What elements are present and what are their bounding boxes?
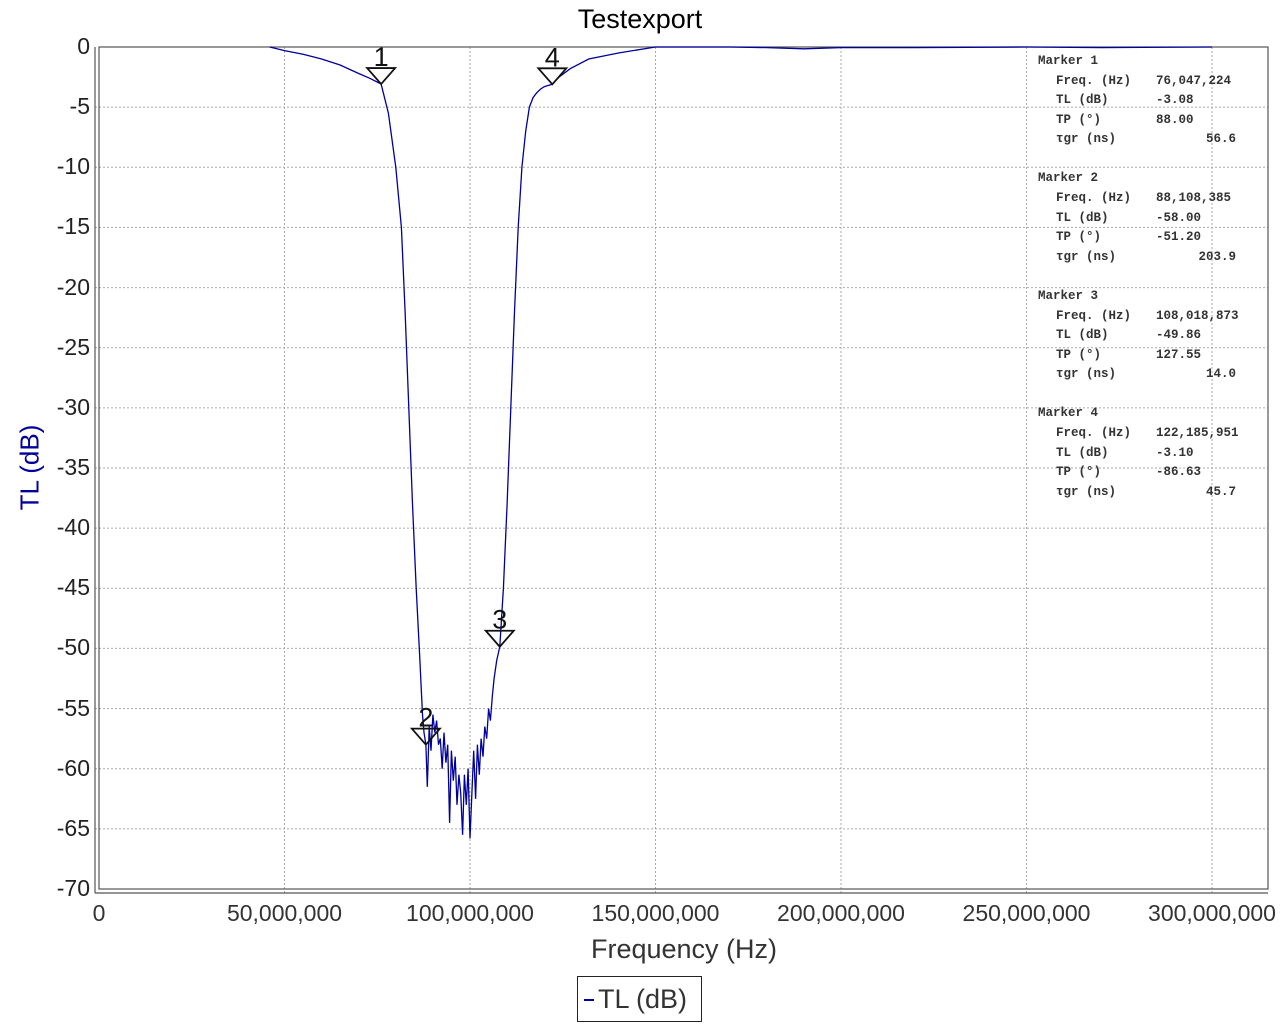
tgr-label: τgr (ns) xyxy=(1056,367,1117,382)
freq-label: Freq. (Hz) xyxy=(1056,191,1132,206)
freq-label: Freq. (Hz) xyxy=(1056,426,1132,440)
y-tick-label: -20 xyxy=(56,273,90,300)
tp-value: -51.20 xyxy=(1156,230,1202,245)
x-tick-label: 250,000,000 xyxy=(962,900,1091,926)
freq-value: 76,047,224 xyxy=(1156,73,1232,88)
freq-value: 108,018,873 xyxy=(1156,308,1239,323)
freq-value: 88,108,385 xyxy=(1156,191,1232,206)
marker-readout-3: Marker 3 Freq. (Hz) 108,018,873 TL (dB) -4… xyxy=(1038,287,1266,385)
marker-readout-1: Marker 1 Freq. (Hz) 76,047,224 TL (dB) -3.… xyxy=(1038,52,1266,150)
x-tick-label: 200,000,000 xyxy=(777,900,905,926)
marker-number-label: 3 xyxy=(492,605,507,635)
marker-title: Marker 2 xyxy=(1038,171,1099,186)
marker-readout-panel: Marker 1 Freq. (Hz) 76,047,224 TL (dB) -3.… xyxy=(1038,52,1266,522)
y-tick-label: -35 xyxy=(56,454,90,480)
freq-label: Freq. (Hz) xyxy=(1056,308,1132,323)
y-tick-label: -45 xyxy=(56,574,90,601)
grid-lines xyxy=(95,47,1268,893)
tp-label: TP (°) xyxy=(1056,347,1102,362)
marker-title: Marker 1 xyxy=(1038,54,1099,68)
x-tick-label: 50,000,000 xyxy=(226,900,343,926)
marker-glyphs: 1 2 3 4 xyxy=(365,42,569,747)
tgr-value: 45.7 xyxy=(1205,484,1236,499)
y-tick-label: -30 xyxy=(56,393,90,420)
marker-triangle-icon xyxy=(483,629,516,649)
marker-triangle-icon xyxy=(365,67,398,86)
tl-label: TL (dB) xyxy=(1056,93,1109,108)
tl-label: TL (dB) xyxy=(1056,445,1109,460)
tp-value: 88.00 xyxy=(1156,112,1194,127)
chart-title: Testexport xyxy=(577,4,703,34)
y-tick-label: 0 xyxy=(77,33,90,59)
tgr-label: τgr (ns) xyxy=(1056,249,1117,264)
tgr-label: τgr (ns) xyxy=(1056,132,1117,147)
y-tick-label: -5 xyxy=(69,93,90,120)
y-tick-label: -65 xyxy=(56,814,90,841)
y-tick-label: -55 xyxy=(56,694,90,721)
legend: TL (dB) xyxy=(577,976,702,1022)
tgr-value: 203.9 xyxy=(1198,249,1236,264)
tp-label: TP (°) xyxy=(1056,112,1102,127)
legend-swatch-icon xyxy=(584,999,594,1001)
tl-value: -58.00 xyxy=(1156,210,1202,225)
tp-label: TP (°) xyxy=(1056,230,1102,245)
marker-title: Marker 4 xyxy=(1038,406,1099,421)
y-tick-label: -40 xyxy=(56,514,90,541)
marker-number-label: 1 xyxy=(374,42,389,72)
x-tick-label: 150,000,000 xyxy=(591,900,720,926)
marker-readout-4: Marker 4 Freq. (Hz) 122,185,951 TL (dB) -3… xyxy=(1038,404,1266,502)
y-tick-label: -50 xyxy=(56,634,90,661)
marker-number-label: 4 xyxy=(545,42,560,72)
tp-label: TP (°) xyxy=(1056,465,1102,480)
y-tick-label: -60 xyxy=(56,754,90,781)
tgr-label: τgr (ns) xyxy=(1056,484,1117,499)
marker-triangle-icon xyxy=(409,727,442,747)
x-axis-label: Frequency (Hz) xyxy=(590,934,778,964)
marker-number-label: 2 xyxy=(418,703,433,733)
tp-value: 127.55 xyxy=(1156,347,1202,362)
y-tick-label: -15 xyxy=(56,213,90,240)
tl-value: -49.86 xyxy=(1156,328,1202,343)
x-tick-label: 100,000,000 xyxy=(406,900,534,926)
y-tick-label: -70 xyxy=(56,875,90,901)
tgr-value: 14.0 xyxy=(1205,367,1236,382)
y-tick-label: -10 xyxy=(56,153,90,180)
tl-value: -3.10 xyxy=(1156,445,1194,460)
y-tick-label: -25 xyxy=(56,333,90,360)
freq-label: Freq. (Hz) xyxy=(1056,73,1132,88)
tl-label: TL (dB) xyxy=(1056,210,1109,225)
marker-title: Marker 3 xyxy=(1038,288,1099,303)
marker-readout-2: Marker 2 Freq. (Hz) 88,108,385 TL (dB) -58… xyxy=(1038,169,1266,267)
tl-value: -3.08 xyxy=(1156,93,1194,108)
legend-label: TL (dB) xyxy=(598,984,688,1014)
tl-label: TL (dB) xyxy=(1056,328,1109,343)
marker-triangle-icon xyxy=(536,67,569,86)
tp-value: -86.63 xyxy=(1156,465,1202,480)
x-tick-label: 300,000,000 xyxy=(1148,900,1276,926)
x-tick-label: 0 xyxy=(92,900,106,926)
tgr-value: 56.6 xyxy=(1205,132,1236,147)
freq-value: 122,185,951 xyxy=(1156,426,1239,440)
